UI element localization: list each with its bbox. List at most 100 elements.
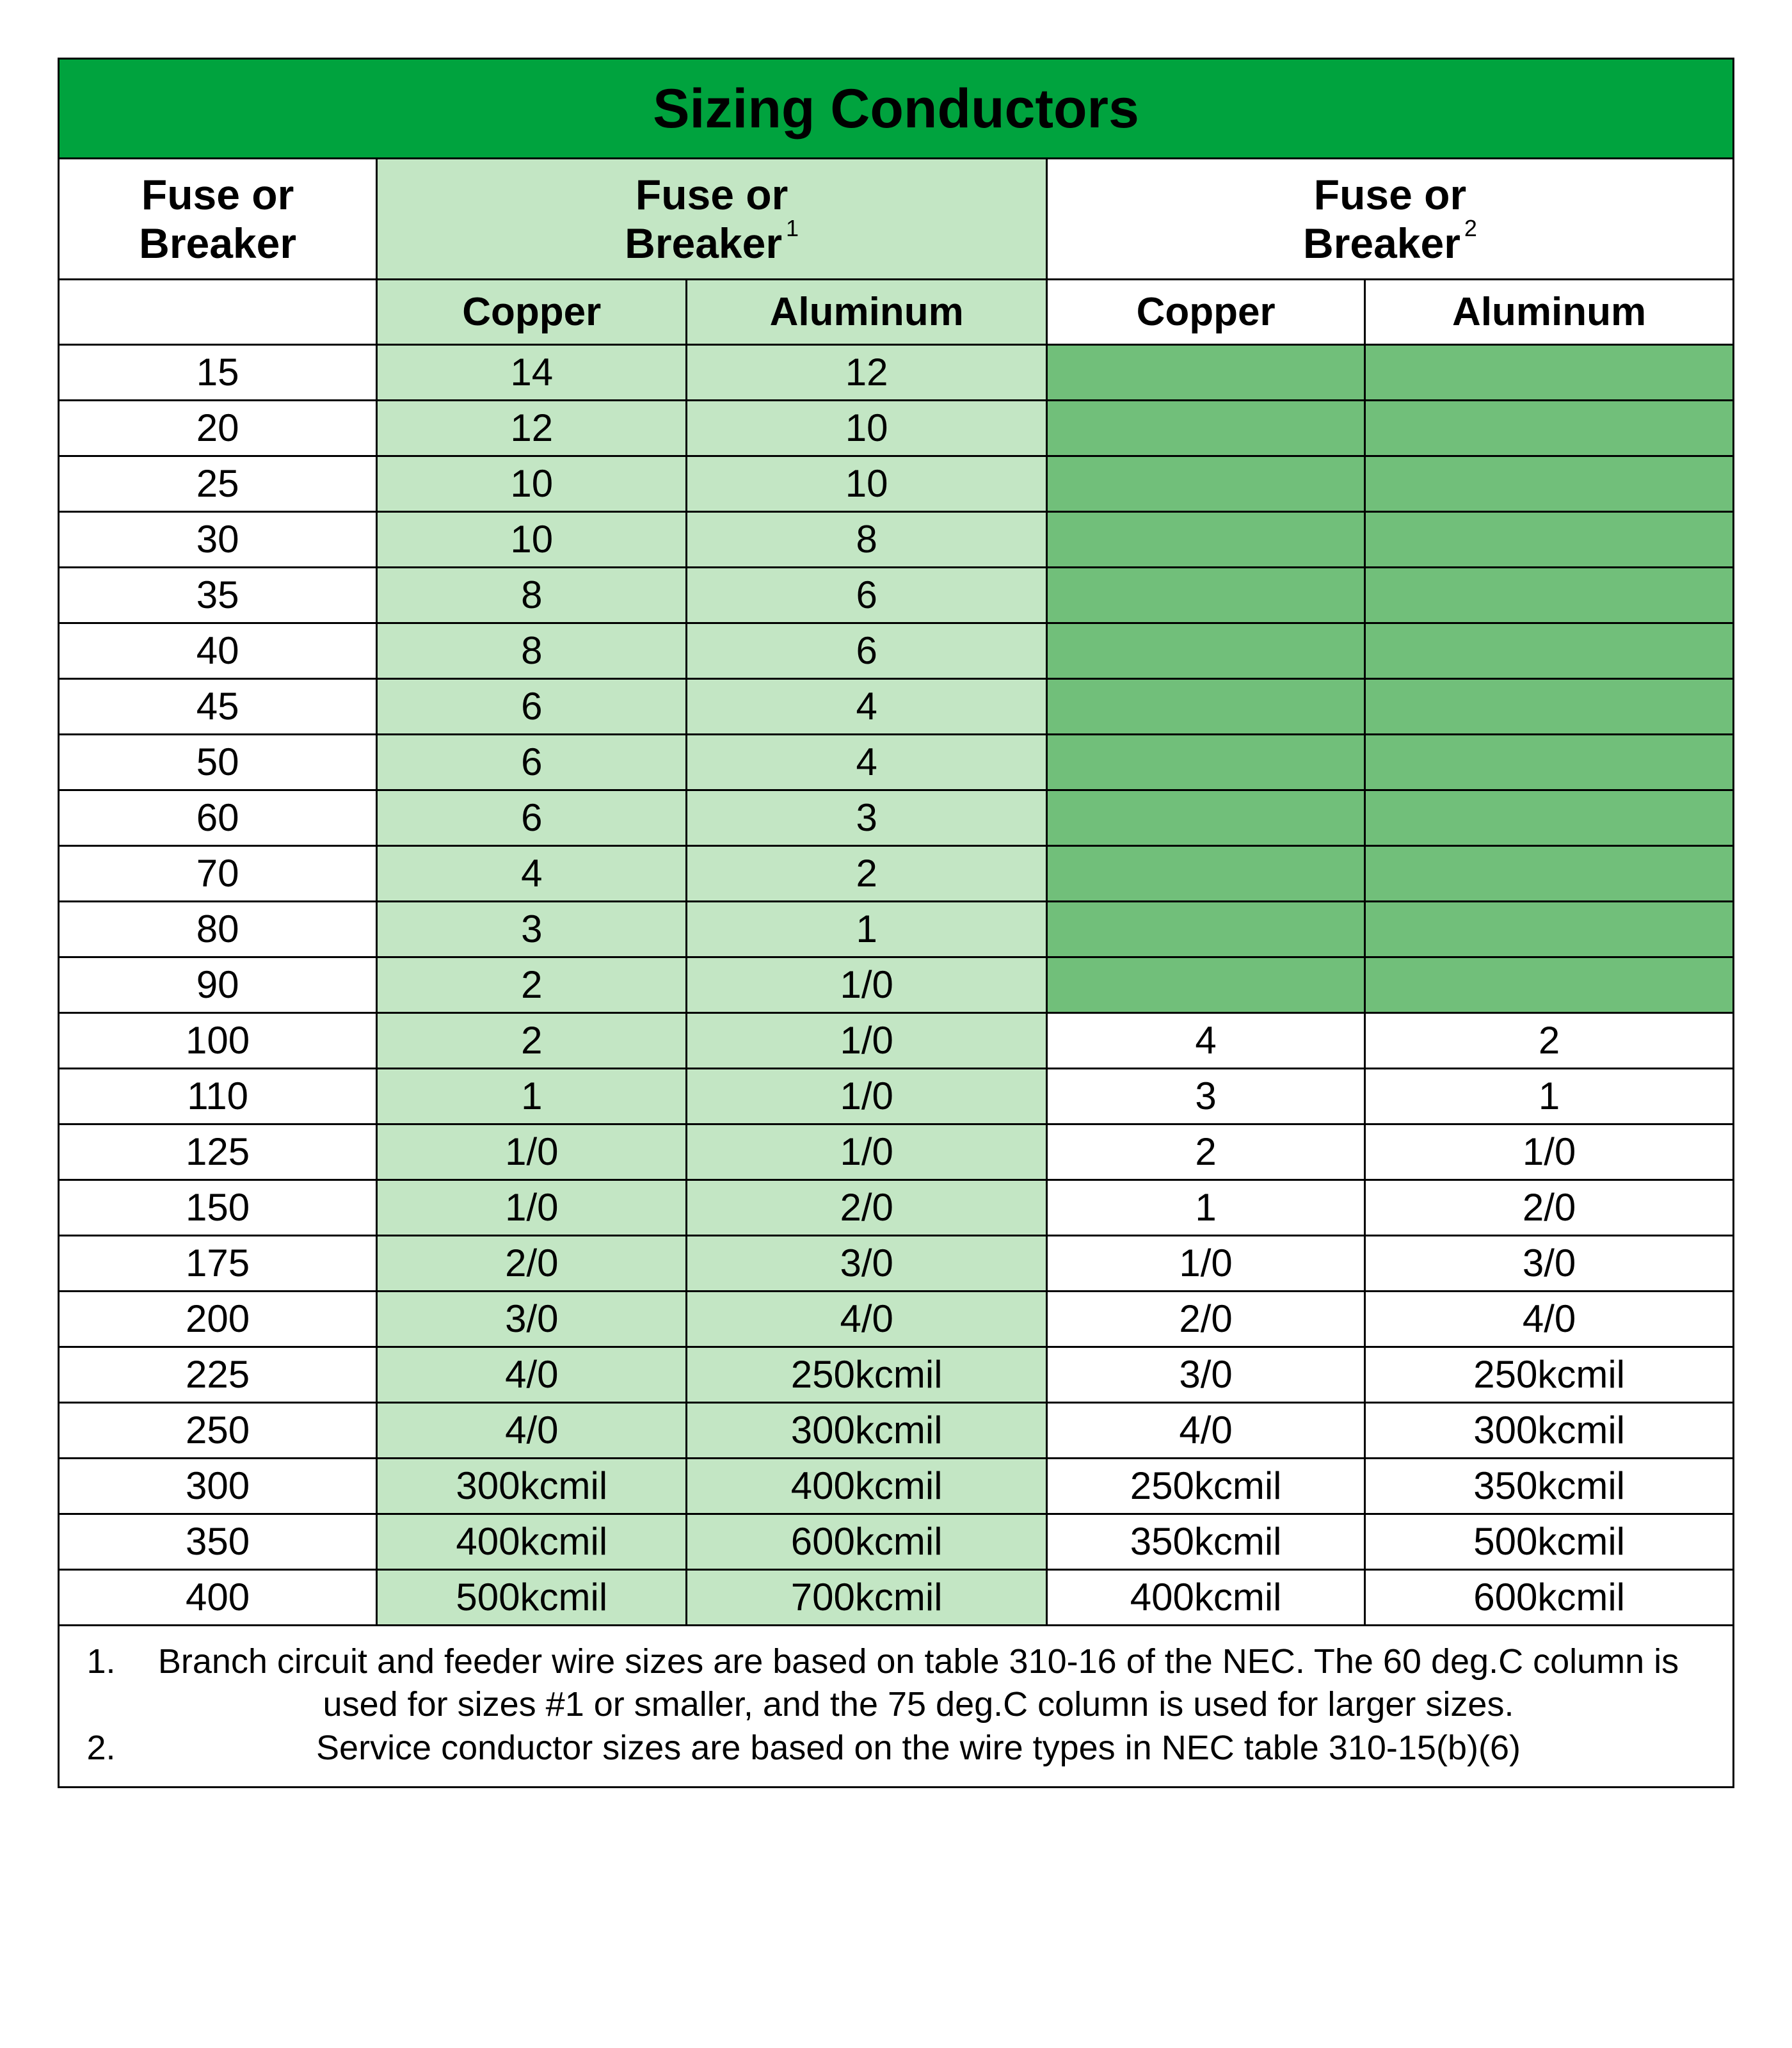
table-cell: 70 [59, 845, 377, 901]
table-cell: 1/0 [687, 1012, 1047, 1068]
table-cell: 500kcmil [377, 1569, 687, 1625]
table-row: 251010 [59, 456, 1734, 511]
table-cell: 50 [59, 734, 377, 790]
table-cell: 40 [59, 623, 377, 678]
table-cell [1047, 511, 1365, 567]
table-cell: 10 [687, 456, 1047, 511]
table-cell: 3 [1047, 1068, 1365, 1124]
table-cell [1365, 456, 1734, 511]
table-cell: 20 [59, 400, 377, 456]
table-cell: 2/0 [1365, 1180, 1734, 1235]
sub-header-copper-2: Copper [1047, 279, 1365, 344]
table-cell: 300kcmil [377, 1458, 687, 1514]
table-cell: 2 [377, 1012, 687, 1068]
table-row: 9021/0 [59, 957, 1734, 1012]
table-cell: 25 [59, 456, 377, 511]
table-cell: 12 [377, 400, 687, 456]
group-header-amps-line2: Breaker [139, 220, 296, 267]
table-cell: 150 [59, 1180, 377, 1235]
table-cell: 2 [687, 845, 1047, 901]
table-row: 400500kcmil700kcmil400kcmil600kcmil [59, 1569, 1734, 1625]
table-cell: 400kcmil [687, 1458, 1047, 1514]
group-header-amps: Fuse or Breaker [59, 159, 377, 280]
footnote-2: 2. Service conductor sizes are based on … [79, 1727, 1713, 1770]
table-cell: 3/0 [1365, 1235, 1734, 1291]
table-cell: 400kcmil [1047, 1569, 1365, 1625]
footnote-1: 1. Branch circuit and feeder wire sizes … [79, 1640, 1713, 1727]
table-cell: 6 [377, 734, 687, 790]
table-cell: 30 [59, 511, 377, 567]
table-cell: 1 [1047, 1180, 1365, 1235]
sub-header-blank [59, 279, 377, 344]
table-row: 7042 [59, 845, 1734, 901]
table-cell: 250kcmil [1365, 1347, 1734, 1402]
group-header-branch-sup: 1 [782, 215, 799, 241]
title-row: Sizing Conductors [59, 59, 1734, 159]
table-cell: 1 [687, 901, 1047, 957]
table-cell: 6 [687, 567, 1047, 623]
footnote-1-text: Branch circuit and feeder wire sizes are… [124, 1640, 1713, 1727]
table-cell: 4 [377, 845, 687, 901]
table-cell: 400kcmil [377, 1514, 687, 1569]
table-cell: 700kcmil [687, 1569, 1047, 1625]
sub-header-row: Copper Aluminum Copper Aluminum [59, 279, 1734, 344]
footnote-row: 1. Branch circuit and feeder wire sizes … [59, 1625, 1734, 1788]
table-cell [1365, 623, 1734, 678]
table-cell [1047, 456, 1365, 511]
table-cell: 8 [687, 511, 1047, 567]
table-cell: 100 [59, 1012, 377, 1068]
table-cell: 2 [1365, 1012, 1734, 1068]
sub-header-aluminum-1: Aluminum [687, 279, 1047, 344]
table-row: 5064 [59, 734, 1734, 790]
table-cell: 125 [59, 1124, 377, 1180]
group-header-service-line2: Breaker [1303, 220, 1460, 267]
group-header-row: Fuse or Breaker Fuse or Breaker1 Fuse or… [59, 159, 1734, 280]
table-cell: 6 [687, 623, 1047, 678]
table-row: 201210 [59, 400, 1734, 456]
group-header-amps-line1: Fuse or [141, 171, 294, 218]
table-row: 8031 [59, 901, 1734, 957]
table-cell: 200 [59, 1291, 377, 1347]
group-header-branch-line2: Breaker [625, 220, 782, 267]
table-cell: 1/0 [687, 1068, 1047, 1124]
footnote-2-text: Service conductor sizes are based on the… [124, 1727, 1713, 1770]
table-cell: 15 [59, 344, 377, 400]
table-cell: 8 [377, 623, 687, 678]
table-cell [1047, 845, 1365, 901]
table-cell: 2/0 [687, 1180, 1047, 1235]
table-cell: 4/0 [1365, 1291, 1734, 1347]
table-row: 11011/031 [59, 1068, 1734, 1124]
table-row: 2504/0300kcmil4/0300kcmil [59, 1402, 1734, 1458]
table-cell: 3/0 [1047, 1347, 1365, 1402]
table-cell: 225 [59, 1347, 377, 1402]
table-cell: 90 [59, 957, 377, 1012]
table-cell: 1/0 [687, 957, 1047, 1012]
group-header-service-sup: 2 [1460, 215, 1477, 241]
page: Sizing Conductors Fuse or Breaker Fuse o… [0, 0, 1792, 2048]
table-cell [1047, 901, 1365, 957]
table-cell: 1/0 [687, 1124, 1047, 1180]
table-cell [1365, 845, 1734, 901]
table-cell: 4/0 [1047, 1402, 1365, 1458]
table-row: 350400kcmil600kcmil350kcmil500kcmil [59, 1514, 1734, 1569]
table-cell [1047, 344, 1365, 400]
table-cell: 1/0 [377, 1180, 687, 1235]
table-cell: 4 [687, 678, 1047, 734]
table-cell [1365, 511, 1734, 567]
table-cell: 350 [59, 1514, 377, 1569]
table-title: Sizing Conductors [59, 59, 1734, 159]
table-cell: 2/0 [377, 1235, 687, 1291]
table-cell: 3/0 [377, 1291, 687, 1347]
table-row: 30108 [59, 511, 1734, 567]
sub-header-aluminum-2: Aluminum [1365, 279, 1734, 344]
table-cell: 6 [377, 678, 687, 734]
group-header-service: Fuse or Breaker2 [1047, 159, 1734, 280]
table-cell: 6 [377, 790, 687, 845]
table-row: 2254/0250kcmil3/0250kcmil [59, 1347, 1734, 1402]
table-cell: 4/0 [377, 1402, 687, 1458]
table-cell: 4/0 [687, 1291, 1047, 1347]
table-row: 3586 [59, 567, 1734, 623]
table-cell: 350kcmil [1047, 1514, 1365, 1569]
table-cell [1047, 623, 1365, 678]
table-cell [1365, 567, 1734, 623]
